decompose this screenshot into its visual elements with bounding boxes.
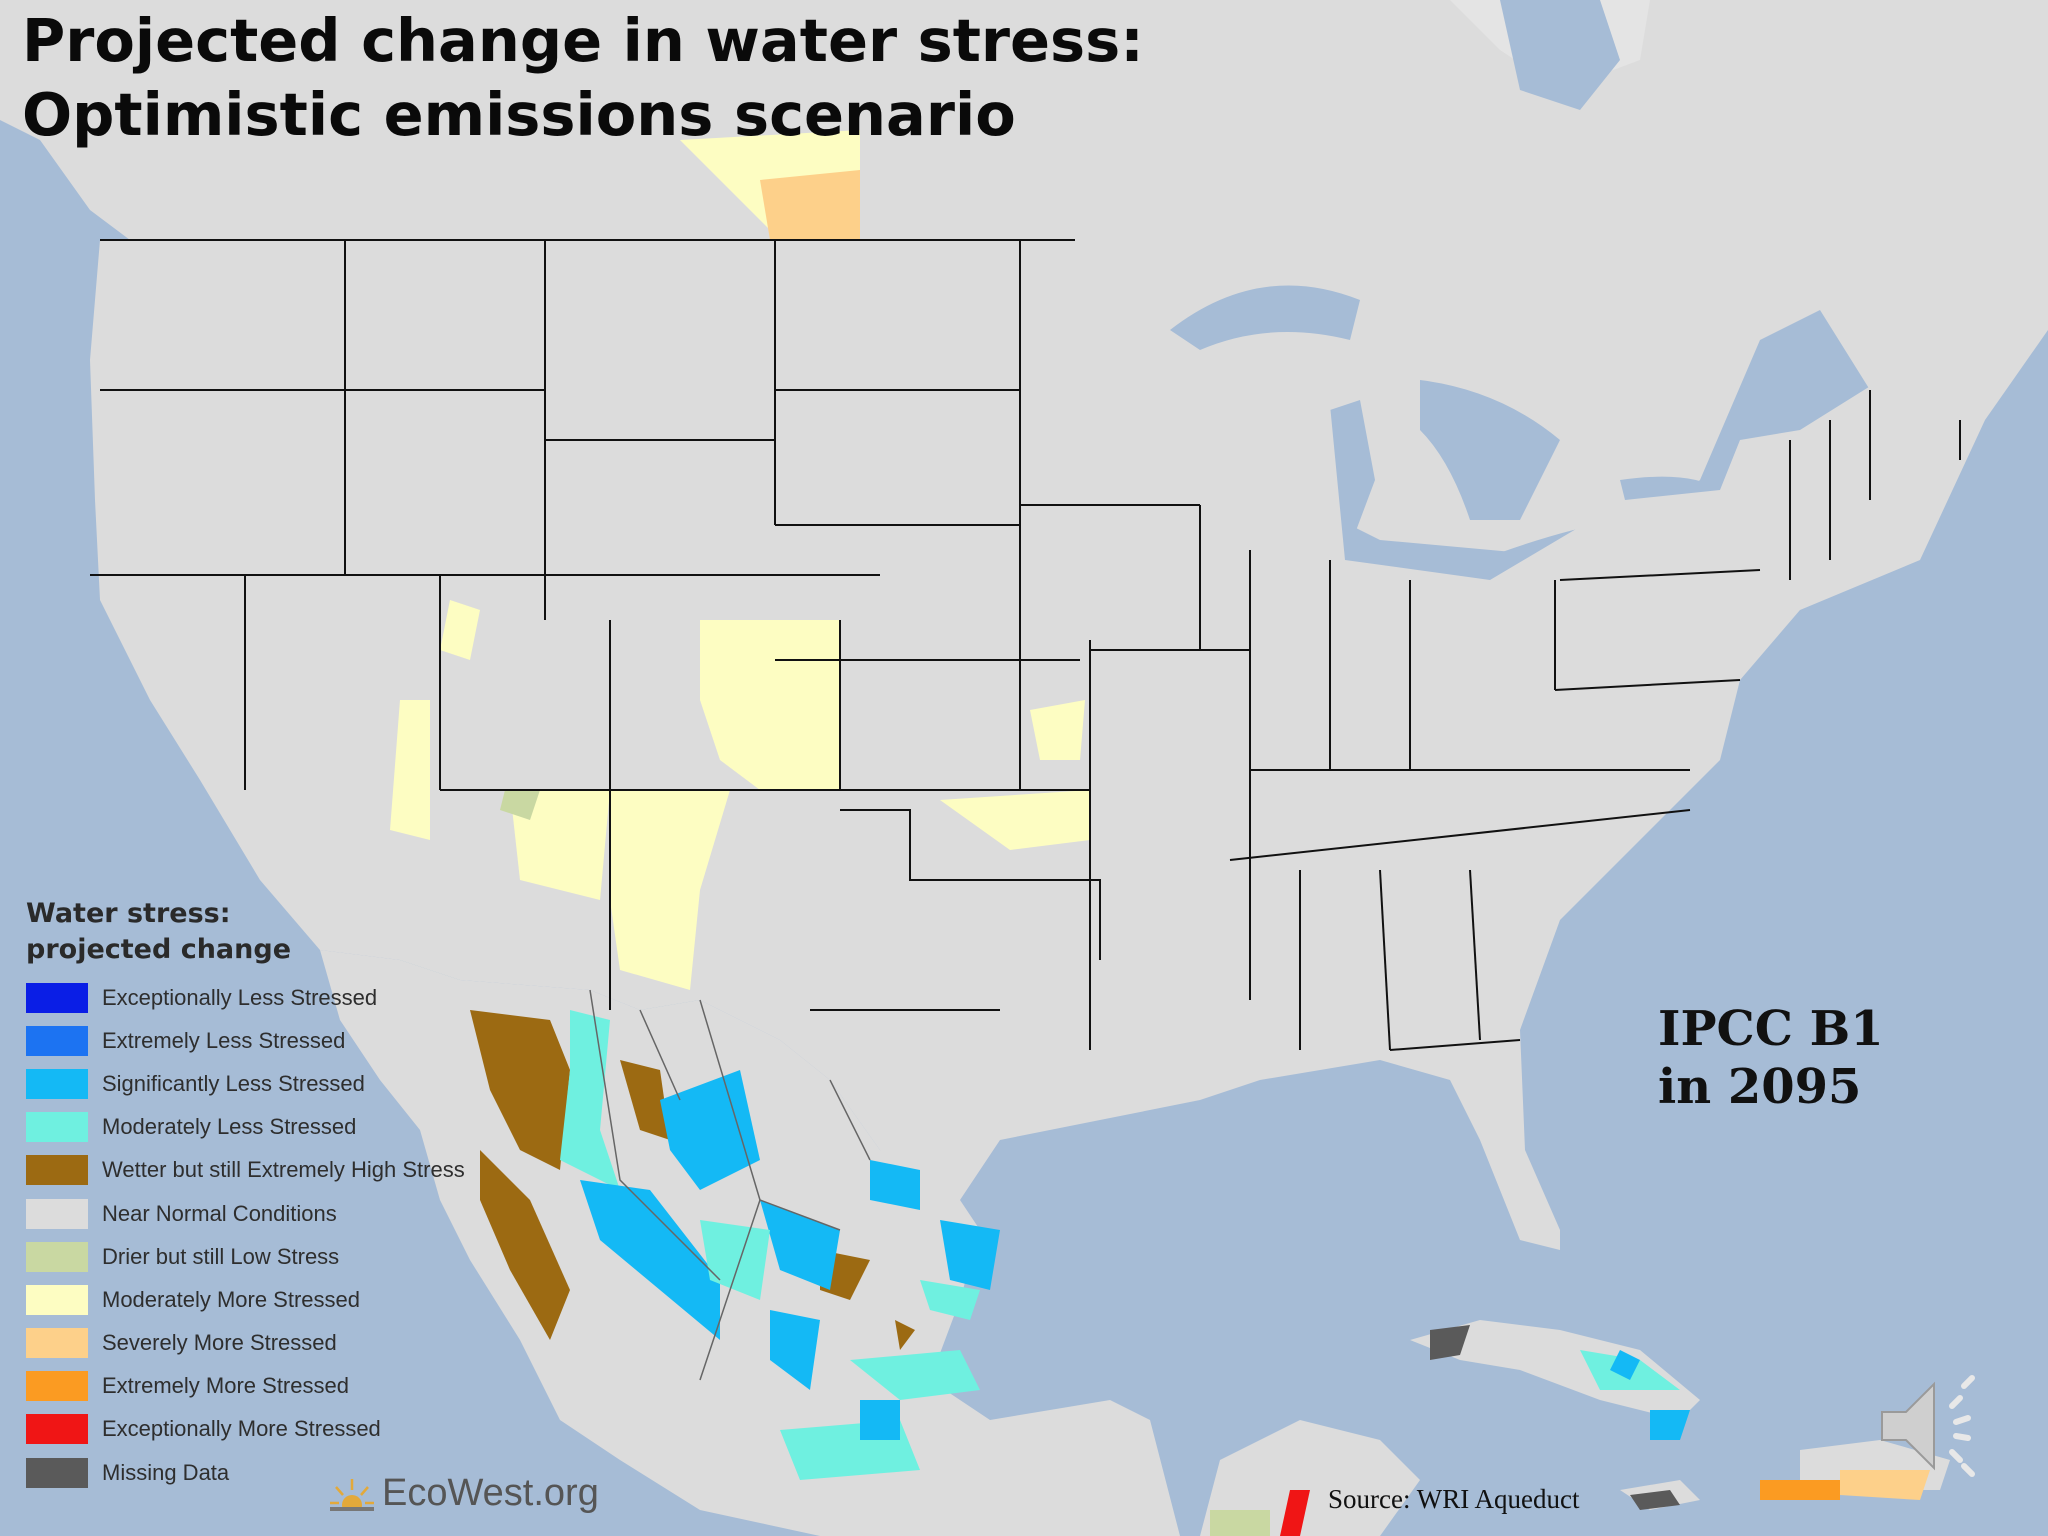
ecowest-logo: EcoWest.org: [330, 1472, 599, 1515]
legend-swatch: [26, 982, 88, 1013]
legend-label: Near Normal Conditions: [102, 1200, 337, 1226]
speaker-icon[interactable]: [1872, 1366, 1992, 1486]
legend-label: Significantly Less Stressed: [102, 1070, 365, 1096]
legend-label: Moderately Less Stressed: [102, 1114, 357, 1140]
legend-swatch: [26, 1198, 88, 1229]
map-title: Projected change in water stress: Optimi…: [22, 4, 1144, 152]
legend-label: Exceptionally Less Stressed: [102, 984, 378, 1010]
legend-item: Extremely Less Stressed: [26, 1019, 496, 1062]
legend-swatch: [26, 1025, 88, 1056]
legend-heading-line-2: projected change: [26, 934, 292, 965]
legend-swatch: [26, 1371, 88, 1402]
legend-label: Drier but still Low Stress: [102, 1243, 340, 1269]
source-credit: Source: WRI Aqueduct: [1328, 1484, 1580, 1514]
legend-label: Extremely More Stressed: [102, 1373, 349, 1399]
legend-swatch: [26, 1155, 88, 1186]
lake-huron: [1420, 380, 1560, 520]
legend-label: Moderately More Stressed: [102, 1286, 360, 1312]
legend-item: Extremely More Stressed: [26, 1365, 496, 1408]
scenario-line-2: in 2095: [1658, 1059, 1862, 1115]
legend-item: Wetter but still Extremely High Stress: [26, 1149, 496, 1192]
scenario-label: IPCC B1 in 2095: [1658, 1000, 1884, 1116]
legend-item: Moderately More Stressed: [26, 1278, 496, 1321]
legend-item: Exceptionally More Stressed: [26, 1408, 496, 1451]
logo-text: EcoWest.org: [382, 1472, 599, 1514]
legend-swatch: [26, 1068, 88, 1099]
legend-item: Significantly Less Stressed: [26, 1062, 496, 1105]
legend-swatch: [26, 1112, 88, 1143]
sun-logo-icon: [330, 1478, 374, 1511]
legend-swatch: [26, 1284, 88, 1315]
legend: Water stress: projected change Exception…: [26, 896, 496, 1494]
scenario-line-1: IPCC B1: [1658, 1001, 1884, 1057]
legend-item: Moderately Less Stressed: [26, 1106, 496, 1149]
legend-item: Exceptionally Less Stressed: [26, 976, 496, 1019]
legend-item: Severely More Stressed: [26, 1322, 496, 1365]
legend-label: Severely More Stressed: [102, 1330, 337, 1356]
legend-label: Exceptionally More Stressed: [102, 1416, 381, 1442]
cuba-land: [1410, 1320, 1700, 1420]
legend-swatch: [26, 1457, 88, 1488]
legend-swatch: [26, 1414, 88, 1445]
title-line-1: Projected change in water stress:: [22, 6, 1144, 75]
legend-item: Drier but still Low Stress: [26, 1235, 496, 1278]
legend-item: Missing Data: [26, 1451, 496, 1494]
legend-heading-line-1: Water stress:: [26, 898, 231, 929]
legend-items: Exceptionally Less Stressed Extremely Les…: [26, 976, 496, 1494]
legend-label: Missing Data: [102, 1459, 230, 1485]
legend-swatch: [26, 1328, 88, 1359]
legend-label: Extremely Less Stressed: [102, 1027, 346, 1053]
legend-heading: Water stress: projected change: [26, 896, 496, 968]
legend-item: Near Normal Conditions: [26, 1192, 496, 1235]
title-line-2: Optimistic emissions scenario: [22, 80, 1016, 149]
legend-swatch: [26, 1241, 88, 1272]
legend-label: Wetter but still Extremely High Stress: [102, 1157, 465, 1183]
lake-superior: [1170, 285, 1360, 350]
